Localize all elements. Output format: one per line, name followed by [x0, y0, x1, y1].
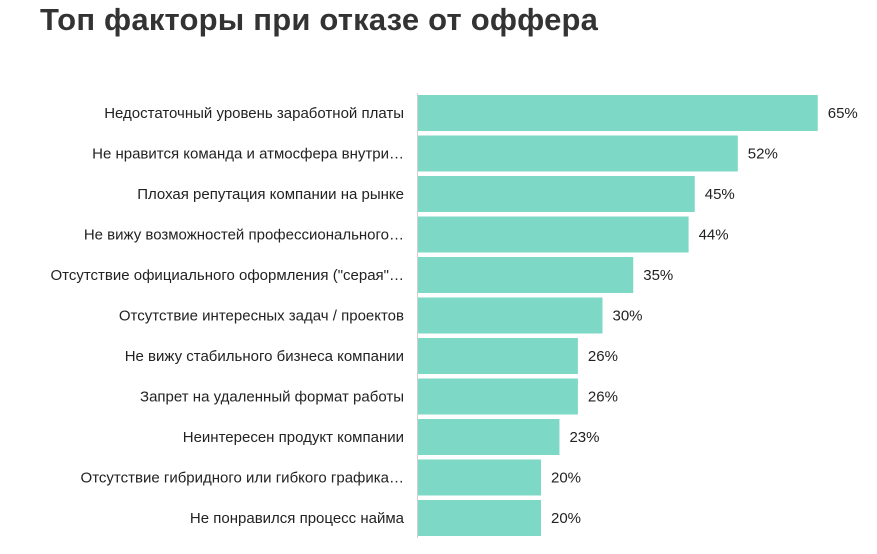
bar-11: [418, 500, 541, 536]
bar-3: [418, 176, 695, 212]
value-label-5: 35%: [643, 267, 673, 284]
value-label-3: 45%: [705, 186, 735, 203]
category-label-1: Недостаточный уровень заработной платы: [104, 105, 404, 122]
value-label-7: 26%: [588, 348, 618, 365]
category-label-11: Не понравился процесс найма: [190, 510, 405, 527]
value-label-11: 20%: [551, 510, 581, 527]
value-label-1: 65%: [828, 105, 858, 122]
category-label-6: Отсутствие интересных задач / проектов: [119, 308, 404, 325]
value-label-10: 20%: [551, 470, 581, 487]
category-label-8: Запрет на удаленный формат работы: [140, 389, 404, 406]
category-label-7: Не вижу стабильного бизнеса компании: [125, 348, 404, 365]
value-label-9: 23%: [569, 429, 599, 446]
category-label-5: Отсутствие официального оформления ("сер…: [50, 267, 404, 284]
category-label-3: Плохая репутация компании на рынке: [137, 186, 404, 203]
value-label-4: 44%: [699, 227, 729, 244]
value-label-2: 52%: [748, 146, 778, 163]
bar-2: [418, 135, 738, 172]
bar-8: [418, 378, 578, 415]
value-label-6: 30%: [613, 308, 643, 325]
category-label-2: Не нравится команда и атмосфера внутри…: [92, 146, 404, 163]
category-label-9: Неинтересен продукт компании: [183, 429, 404, 446]
bar-9: [418, 419, 560, 455]
chart-title: Топ факторы при отказе от оффера: [40, 2, 599, 37]
bar-1: [418, 95, 818, 131]
category-label-4: Не вижу возможностей профессионального…: [84, 227, 404, 244]
bar-4: [418, 216, 689, 253]
value-label-8: 26%: [588, 389, 618, 406]
bar-7: [418, 338, 578, 374]
bar-5: [418, 257, 634, 293]
category-label-10: Отсутствие гибридного или гибкого график…: [81, 470, 404, 487]
bar-6: [418, 297, 603, 334]
bar-10: [418, 459, 541, 496]
